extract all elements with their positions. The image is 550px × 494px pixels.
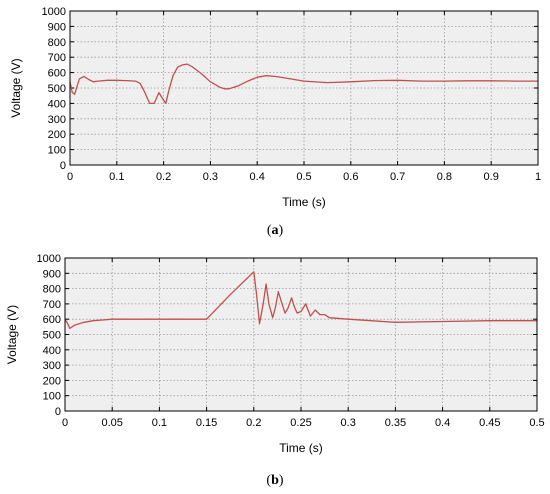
x-tick-label: 0.5: [296, 171, 311, 183]
x-tick-label: 0.5: [529, 417, 544, 429]
y-tick-label: 600: [43, 314, 61, 326]
y-tick-label: 300: [48, 114, 66, 126]
panel-caption: (b): [266, 473, 283, 488]
plot-frame: [64, 257, 538, 412]
y-tick-label: 400: [48, 98, 66, 110]
y-tick-label: 900: [48, 21, 66, 33]
x-tick-label: 0.45: [479, 417, 500, 429]
x-axis-title: Time (s): [279, 441, 323, 455]
y-tick-label: 1000: [37, 253, 61, 265]
caption-close: ): [279, 473, 284, 488]
y-tick-label: 600: [48, 68, 66, 80]
x-tick-label: 0.8: [437, 171, 452, 183]
y-tick-label: 400: [43, 345, 61, 357]
y-tick-label: 200: [48, 129, 66, 141]
x-tick-label: 0.3: [203, 171, 218, 183]
panel-caption: (a): [267, 223, 284, 238]
y-tick-label: 1000: [42, 6, 66, 18]
x-axis-title: Time (s): [282, 195, 326, 209]
y-tick-label: 100: [48, 145, 66, 157]
x-tick-label: 0.9: [484, 171, 499, 183]
chart-a: 0 0.1 0.2 0.3 0.4 0.5 0.6 0.7 0.8 0.9 1 0 100 200 300 4…: [9, 6, 541, 238]
x-tick-label: 0.05: [101, 417, 122, 429]
x-tick-label: 1: [535, 171, 541, 183]
plot-frame: [69, 10, 539, 166]
caption-open: (: [266, 473, 271, 488]
x-tick-label: 0.1: [109, 171, 124, 183]
chart-panel-b: 0 0.05 0.1 0.15 0.2 0.25 0.3 0.35 0.4 0.45 0.5 0 100…: [0, 248, 550, 494]
y-tick-label: 700: [43, 299, 61, 311]
y-tick-label: 300: [43, 360, 61, 372]
chart-b: 0 0.05 0.1 0.15 0.2 0.25 0.3 0.35 0.4 0.45 0.5 0 100…: [5, 253, 545, 488]
series-line-0: [69, 63, 538, 105]
caption-letter: a: [272, 223, 279, 238]
y-tick-label: 800: [48, 37, 66, 49]
x-tick-label: 0.2: [156, 171, 171, 183]
x-tick-label: 0.1: [152, 417, 167, 429]
y-axis-title: Voltage (V): [9, 58, 23, 117]
y-tick-label: 800: [43, 284, 61, 296]
caption-close: ): [279, 223, 284, 238]
y-tick-label: 100: [43, 391, 61, 403]
x-tick-label: 0.3: [341, 417, 356, 429]
x-tick-label: 0.7: [390, 171, 405, 183]
x-tick-label: 0.4: [435, 417, 450, 429]
x-tick-label: 0.15: [196, 417, 217, 429]
y-tick-label: 0: [60, 160, 66, 172]
chart-panel-a: 0 0.1 0.2 0.3 0.4 0.5 0.6 0.7 0.8 0.9 1 0 100 200 300 4…: [0, 0, 550, 240]
y-axis-title: Voltage (V): [5, 305, 19, 364]
y-tick-label: 200: [43, 375, 61, 387]
x-tick-label: 0: [67, 171, 73, 183]
x-tick-label: 0.2: [246, 417, 261, 429]
x-tick-label: 0.4: [250, 171, 265, 183]
y-tick-label: 900: [43, 268, 61, 280]
y-tick-label: 700: [48, 52, 66, 64]
series-line-0: [64, 271, 537, 330]
y-tick-label: 0: [55, 406, 61, 418]
x-tick-label: 0.6: [343, 171, 358, 183]
x-tick-label: 0: [62, 417, 68, 429]
caption-open: (: [267, 223, 272, 238]
caption-letter: b: [271, 473, 279, 488]
y-tick-label: 500: [43, 330, 61, 342]
x-tick-label: 0.25: [290, 417, 311, 429]
y-tick-label: 500: [48, 83, 66, 95]
x-tick-label: 0.35: [385, 417, 406, 429]
